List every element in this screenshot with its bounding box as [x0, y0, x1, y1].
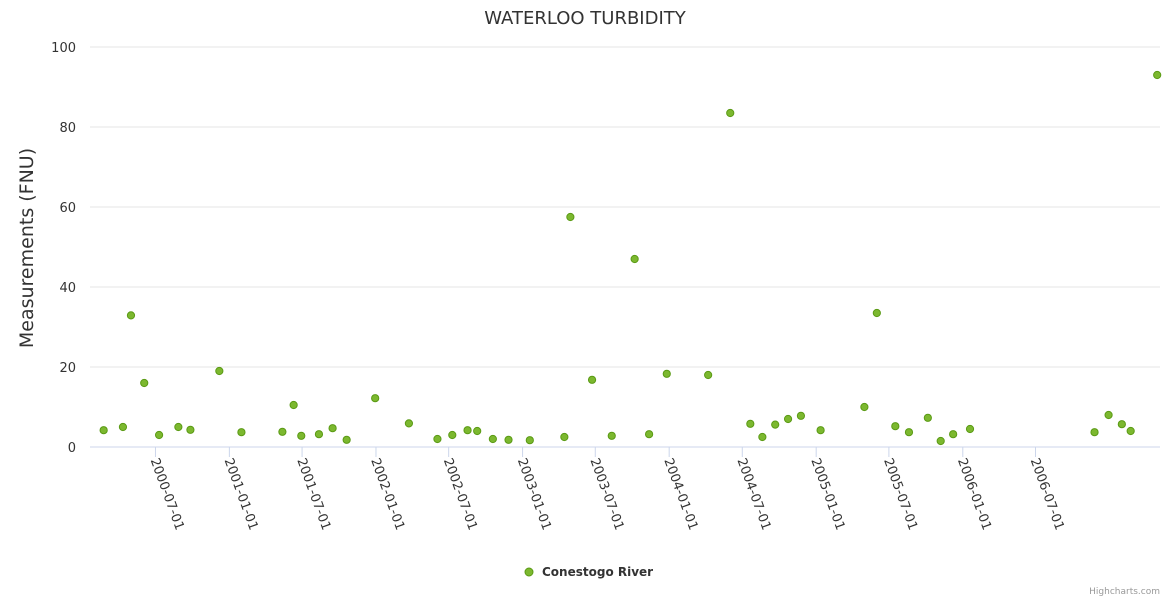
data-point[interactable] [525, 436, 534, 445]
data-point[interactable] [560, 432, 569, 442]
data-point[interactable] [630, 254, 639, 264]
data-point[interactable] [289, 400, 298, 410]
data-point[interactable] [891, 422, 900, 431]
credits-link[interactable]: Highcharts.com [1089, 587, 1160, 597]
y-tick-label: 0 [68, 441, 76, 456]
data-point[interactable] [1117, 420, 1126, 429]
data-point[interactable] [965, 424, 975, 434]
data-point[interactable] [215, 366, 224, 376]
data-point[interactable] [662, 369, 671, 378]
data-point[interactable] [1126, 426, 1135, 436]
data-point[interactable] [758, 432, 767, 442]
legend[interactable]: Conestogo River [524, 565, 653, 579]
data-point[interactable] [1104, 410, 1113, 420]
chart-title: WATERLOO TURBIDITY [484, 8, 687, 29]
data-point[interactable] [1090, 428, 1099, 437]
data-point[interactable] [504, 435, 513, 444]
data-point[interactable] [463, 426, 472, 435]
data-point[interactable] [278, 427, 287, 436]
data-point[interactable] [237, 428, 246, 437]
data-point[interactable] [949, 430, 958, 439]
data-point[interactable] [860, 402, 869, 412]
data-point[interactable] [328, 424, 337, 433]
y-tick-label: 40 [59, 281, 76, 296]
data-point[interactable] [174, 422, 183, 432]
data-point[interactable] [314, 430, 324, 439]
y-tick-label: 80 [59, 121, 76, 136]
data-point[interactable] [936, 436, 945, 446]
y-tick-label: 60 [59, 201, 76, 216]
data-point[interactable] [126, 311, 136, 320]
data-point[interactable] [771, 420, 780, 429]
data-point[interactable] [704, 370, 713, 380]
data-point[interactable] [473, 426, 482, 436]
legend-item-conestogo-river[interactable]: Conestogo River [542, 565, 653, 579]
data-point[interactable] [644, 430, 654, 439]
data-points [99, 70, 1162, 446]
data-point[interactable] [872, 308, 881, 318]
data-point[interactable] [448, 430, 457, 440]
data-point[interactable] [566, 212, 575, 222]
data-point[interactable] [746, 419, 755, 428]
data-point[interactable] [904, 428, 914, 437]
data-point[interactable] [816, 426, 825, 435]
data-point[interactable] [923, 413, 932, 422]
y-tick-label: 20 [59, 361, 76, 376]
data-point[interactable] [1153, 70, 1162, 80]
data-point[interactable] [488, 434, 497, 444]
y-tick-label: 100 [51, 41, 76, 56]
data-point[interactable] [783, 414, 793, 424]
data-point[interactable] [118, 422, 128, 432]
legend-marker [524, 567, 534, 577]
data-point[interactable] [342, 435, 351, 444]
y-axis-ticks: 0 20 40 60 80 100 [51, 41, 76, 456]
gridlines [90, 46, 1160, 368]
data-point[interactable] [186, 425, 195, 434]
data-point[interactable] [796, 411, 806, 420]
data-point[interactable] [99, 426, 108, 435]
data-point[interactable] [587, 375, 597, 384]
y-axis-label: Measurements (FNU) [16, 148, 38, 348]
data-point[interactable] [140, 378, 149, 388]
data-point[interactable] [154, 430, 164, 440]
data-point[interactable] [371, 394, 380, 403]
data-point[interactable] [297, 431, 306, 440]
data-point[interactable] [404, 419, 414, 428]
data-point[interactable] [433, 434, 442, 444]
data-point[interactable] [607, 431, 616, 440]
data-point[interactable] [726, 108, 735, 118]
